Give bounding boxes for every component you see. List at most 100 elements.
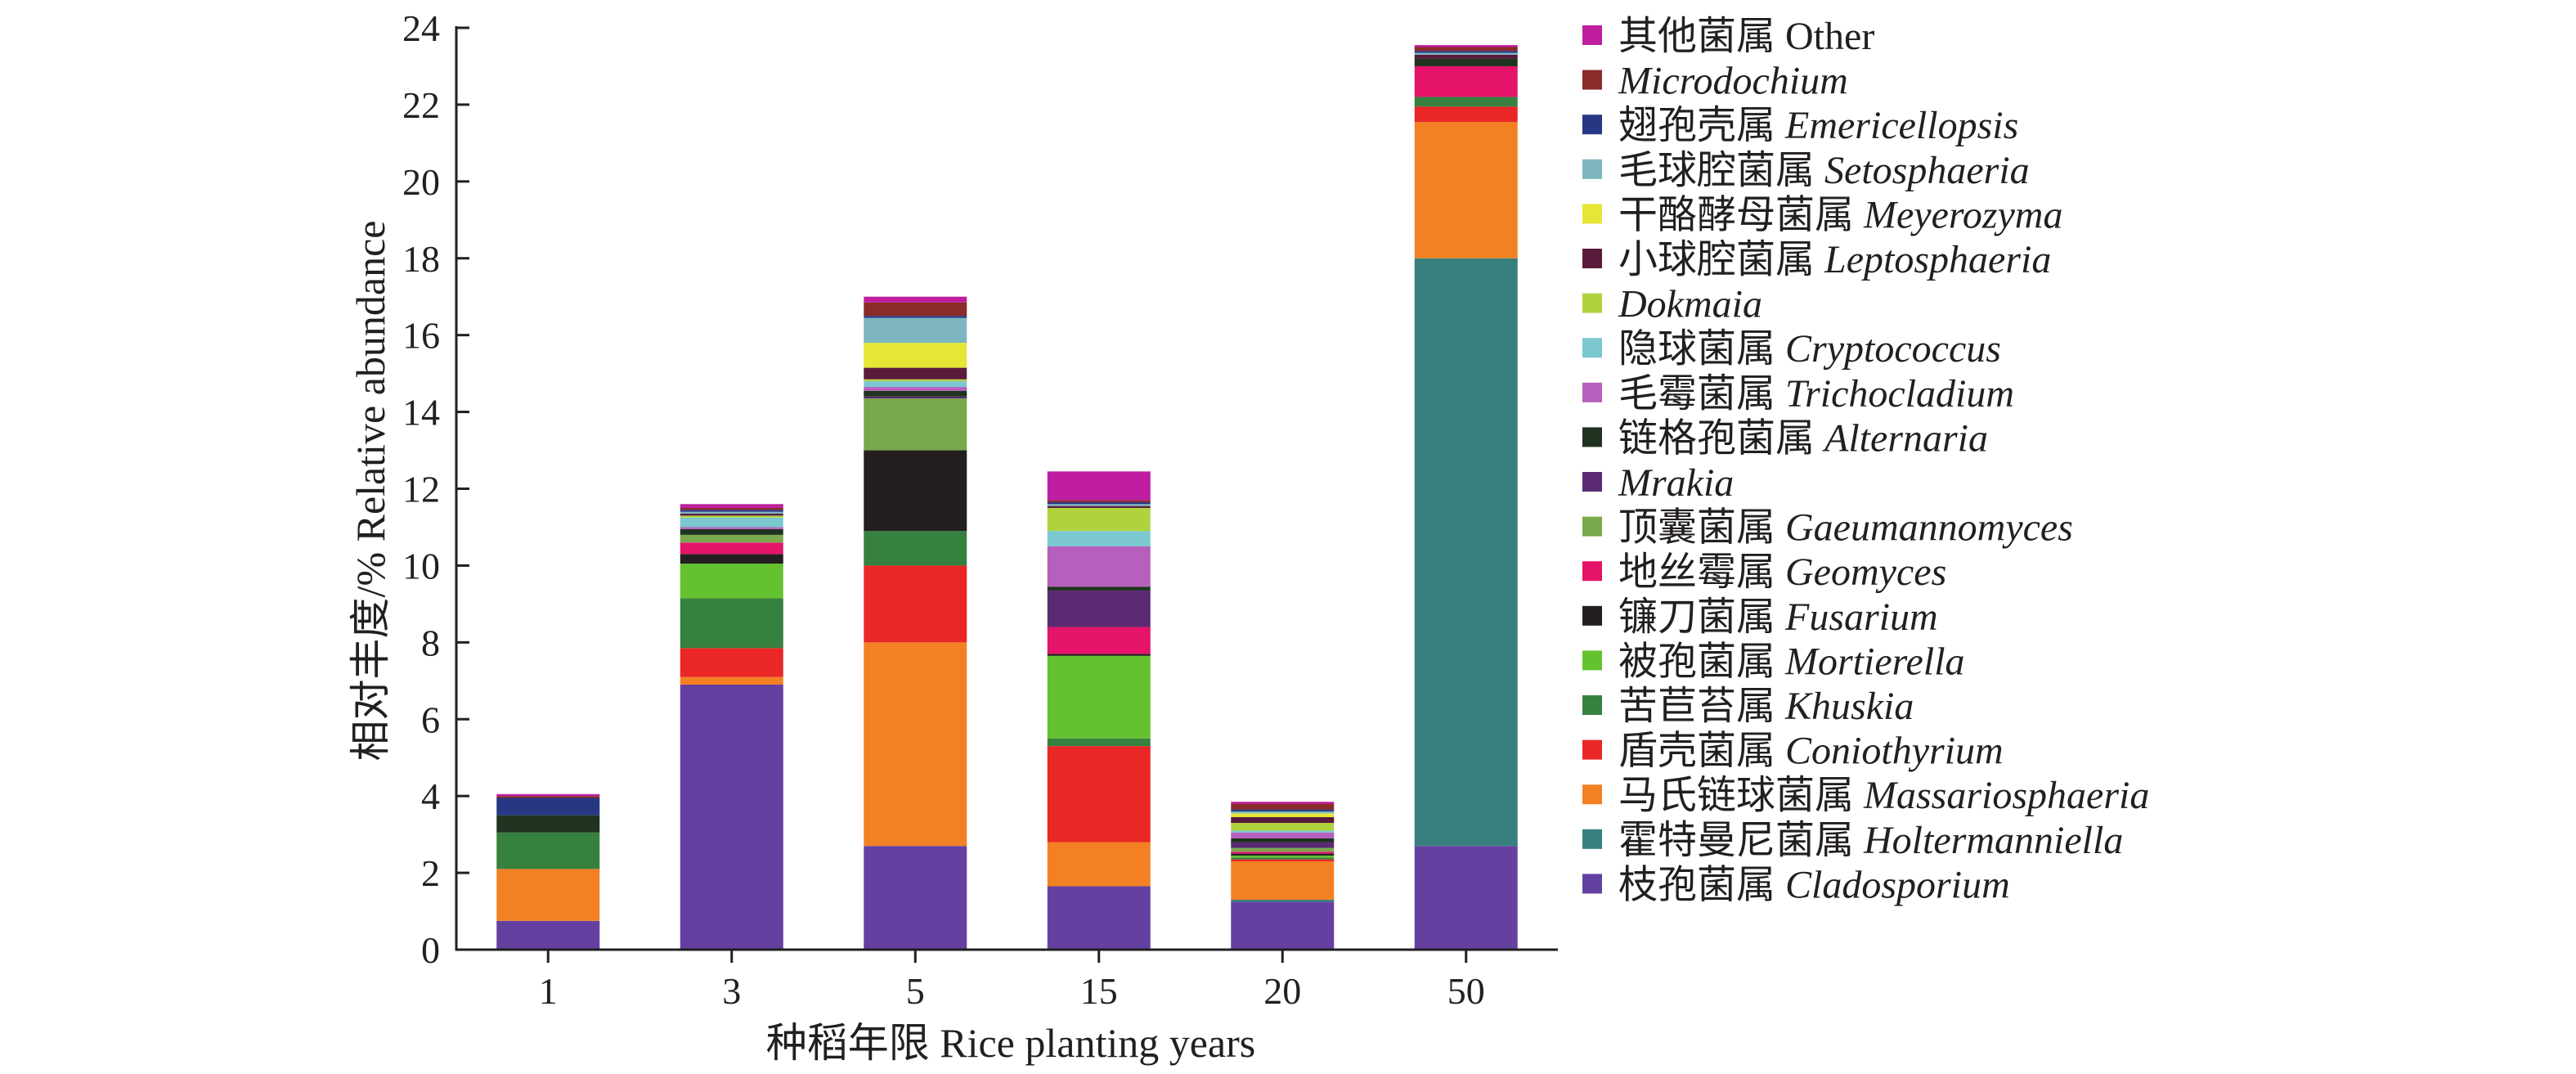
y-tick-label: 18	[402, 238, 440, 280]
legend-swatch	[1582, 249, 1602, 268]
legend-label: 毛球腔菌属 Setosphaeria	[1618, 149, 2030, 192]
legend-swatch	[1582, 293, 1602, 313]
bar-segment-5-mrakia	[864, 396, 967, 399]
legend-swatch	[1582, 605, 1602, 626]
legend-item-cryptococcus: 隐球菌属 Cryptococcus	[1582, 327, 2001, 371]
legend-swatch	[1582, 739, 1602, 760]
bar-segment-3-fusarium	[680, 554, 783, 564]
bar-segment-3-other	[680, 504, 783, 508]
y-axis-title: 相对丰度/% Relative abundance	[348, 221, 393, 762]
legend-label: 盾壳菌属 Coniothyrium	[1618, 730, 2004, 773]
legend-swatch	[1582, 695, 1602, 715]
legend-item-meyerozyma: 干酪酵母菌属 Meyerozyma	[1582, 193, 2062, 236]
legend-swatch	[1582, 784, 1602, 805]
legend-item-trichocladium: 毛霉菌属 Trichocladium	[1582, 372, 2014, 416]
bar-segment-15-dokmaia	[1047, 507, 1151, 532]
bar-segment-20-alternaria	[1231, 838, 1335, 843]
legend-item-other: 其他菌属 Other	[1582, 15, 1874, 58]
legend-label: 苦苣苔属 Khuskia	[1618, 685, 1914, 728]
bar-segment-5-meyerozyma	[864, 343, 967, 368]
legend-item-holtermanniella: 霍特曼尼菌属 Holtermanniella	[1582, 819, 2123, 862]
bar-segment-50-microdochium	[1414, 47, 1518, 52]
y-tick-label: 12	[402, 469, 440, 510]
legend-item-massariosphaeria: 马氏链球菌属 Massariosphaeria	[1582, 774, 2149, 817]
bars-layer	[496, 45, 1518, 950]
bar-segment-5-microdochium	[864, 302, 967, 317]
legend-swatch	[1582, 115, 1602, 135]
bar-segment-15-other	[1047, 471, 1151, 501]
legend-label: 干酪酵母菌属 Meyerozyma	[1618, 193, 2062, 236]
legend-swatch	[1582, 650, 1602, 671]
bar-segment-15-trichocladium	[1047, 546, 1151, 587]
bar-segment-1-khuskia	[496, 832, 600, 870]
y-tick-label: 4	[421, 775, 440, 817]
bar-segment-20-holtermanniella	[1231, 899, 1335, 902]
bar-segment-50-leptosphaeria	[1414, 54, 1518, 59]
bar-segment-20-khuskia	[1231, 857, 1335, 860]
bar-segment-5-khuskia	[864, 531, 967, 566]
bar-segment-3-khuskia	[680, 598, 783, 649]
bar-segment-5-coniothyrium	[864, 565, 967, 643]
legend-swatch	[1582, 561, 1602, 582]
bar-segment-50-other	[1414, 45, 1518, 47]
x-tick-label: 20	[1263, 970, 1301, 1012]
legend-label: 顶囊菌属 Gaeumannomyces	[1618, 506, 2073, 550]
legend-label: 枝孢菌属 Cladosporium	[1618, 863, 2010, 906]
legend-item-fusarium: 镰刀菌属 Fusarium	[1582, 595, 1938, 639]
x-tick-label: 3	[722, 970, 741, 1012]
legend-label: 毛霉菌属 Trichocladium	[1618, 372, 2014, 416]
legend-swatch	[1582, 338, 1602, 358]
legend-item-alternaria: 链格孢菌属 Alternaria	[1582, 416, 1988, 460]
bar-segment-15-emericellopsis	[1047, 501, 1151, 505]
bar-segment-1-microdochium	[496, 796, 600, 798]
legend-item-microdochium: Microdochium	[1582, 60, 1848, 103]
legend-item-emericellopsis: 翅孢壳属 Emericellopsis	[1582, 104, 2018, 147]
bar-segment-15-mortierella	[1047, 655, 1151, 739]
legend-swatch	[1582, 382, 1602, 402]
legend-swatch	[1582, 427, 1602, 447]
x-tick-label: 15	[1080, 970, 1118, 1012]
bar-segment-3-coniothyrium	[680, 648, 783, 677]
bar-segment-3-dokmaia	[680, 515, 783, 518]
bar-segment-15-setosphaeria	[1047, 504, 1151, 506]
legend-label: 链格孢菌属 Alternaria	[1618, 416, 1988, 460]
legend-item-setosphaeria: 毛球腔菌属 Setosphaeria	[1582, 149, 2030, 192]
bar-segment-5-emericellopsis	[864, 316, 967, 318]
bar-segment-3-mortierella	[680, 564, 783, 599]
legend-label: Mrakia	[1618, 461, 1734, 505]
bar-segment-20-cladosporium	[1231, 901, 1335, 950]
legend-item-geomyces: 地丝霉属 Geomyces	[1582, 550, 1946, 594]
legend-label: 霍特曼尼菌属 Holtermanniella	[1618, 819, 2123, 862]
bar-segment-15-fusarium	[1047, 654, 1151, 656]
bar-segment-1-emericellopsis	[496, 798, 600, 816]
bar-segment-50-geomyces	[1414, 65, 1518, 97]
legend-item-gaeumannomyces: 顶囊菌属 Gaeumannomyces	[1582, 506, 2073, 550]
bar-segment-20-fusarium	[1231, 853, 1335, 856]
bar-segment-20-microdochium	[1231, 803, 1335, 810]
y-tick-label: 16	[402, 315, 440, 357]
bar-segment-20-setosphaeria	[1231, 811, 1335, 814]
bar-segment-1-other	[496, 793, 600, 797]
legend-item-mortierella: 被孢菌属 Mortierella	[1582, 640, 1965, 683]
bar-segment-15-khuskia	[1047, 738, 1151, 747]
bar-segment-20-meyerozyma	[1231, 813, 1335, 817]
y-tick-label: 10	[402, 545, 440, 586]
legend-label: 被孢菌属 Mortierella	[1618, 640, 1965, 683]
legend-label: 地丝霉属 Geomyces	[1618, 550, 1946, 594]
bar-segment-50-setosphaeria	[1414, 52, 1518, 55]
legend-swatch	[1582, 70, 1602, 90]
x-axis-title: 种稻年限 Rice planting years	[766, 1020, 1256, 1066]
legend-label: 隐球菌属 Cryptococcus	[1618, 327, 2001, 371]
x-tick-label: 50	[1447, 970, 1485, 1012]
bar-segment-15-cryptococcus	[1047, 531, 1151, 546]
bar-segment-3-setosphaeria	[680, 511, 783, 515]
legend-swatch	[1582, 516, 1602, 537]
bar-segment-5-trichocladium	[864, 387, 967, 391]
bar-segment-15-microdochium	[1047, 500, 1151, 502]
bar-segment-3-cryptococcus	[680, 517, 783, 528]
bar-segment-1-cladosporium	[496, 920, 600, 950]
legend-label: 小球腔菌属 Leptosphaeria	[1618, 238, 2051, 281]
legend-item-leptosphaeria: 小球腔菌属 Leptosphaeria	[1582, 238, 2051, 281]
